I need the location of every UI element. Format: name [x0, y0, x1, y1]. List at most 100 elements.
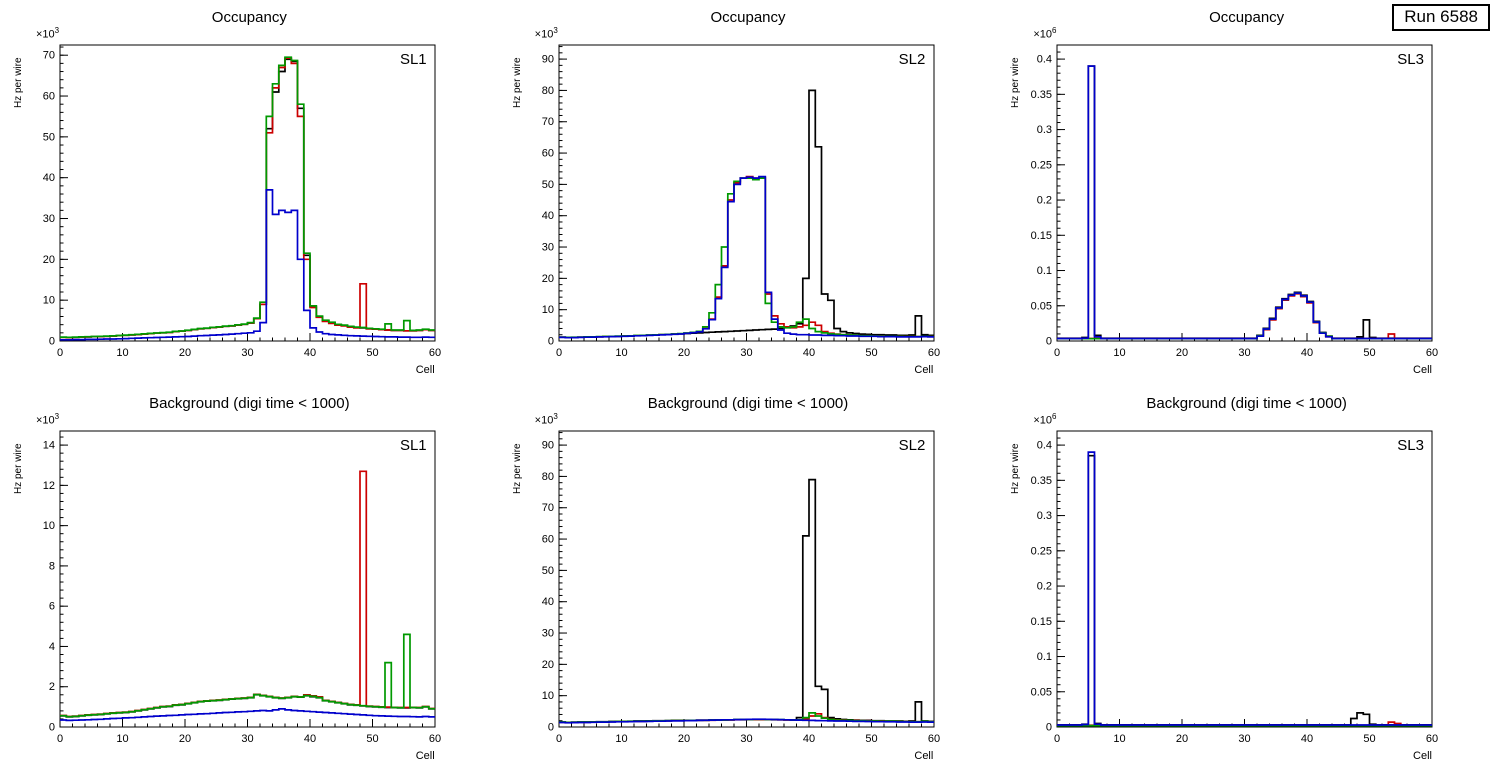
svg-text:0.25: 0.25 — [1031, 545, 1052, 557]
y-axis-exponent: ×103 — [535, 26, 558, 41]
svg-text:60: 60 — [541, 148, 553, 160]
x-axis-title: Cell — [914, 750, 934, 762]
svg-text:40: 40 — [1301, 733, 1313, 745]
exponent-base: ×10 — [534, 28, 554, 41]
svg-text:30: 30 — [241, 733, 253, 745]
svg-text:60: 60 — [541, 534, 553, 546]
svg-text:80: 80 — [541, 85, 553, 97]
exponent-power: 3 — [553, 26, 558, 35]
exponent-power: 6 — [1052, 26, 1057, 35]
exponent-power: 6 — [1052, 412, 1057, 421]
svg-text:0.1: 0.1 — [1037, 265, 1052, 277]
svg-text:50: 50 — [43, 131, 55, 143]
svg-text:0.2: 0.2 — [1037, 581, 1052, 593]
histogram-plot: 0 10 20 30 40 50 60 70 0 10 20 30 40 50 60 — [43, 44, 441, 359]
svg-text:60: 60 — [1426, 347, 1438, 359]
exponent-base: ×10 — [36, 414, 55, 427]
chart-title: Background (digi time < 1000) — [1146, 395, 1347, 412]
y-axis-exponent: ×103 — [535, 412, 558, 427]
svg-text:0.15: 0.15 — [1031, 616, 1052, 628]
svg-text:0: 0 — [1046, 722, 1052, 734]
svg-text:40: 40 — [541, 596, 553, 608]
svg-text:8: 8 — [49, 560, 55, 572]
svg-text:20: 20 — [678, 347, 690, 359]
svg-text:10: 10 — [43, 295, 55, 307]
exponent-base: ×10 — [1033, 414, 1052, 427]
svg-text:0: 0 — [49, 722, 55, 734]
svg-text:0.05: 0.05 — [1031, 686, 1052, 698]
svg-text:60: 60 — [429, 733, 441, 745]
svg-text:50: 50 — [865, 733, 877, 745]
svg-text:40: 40 — [803, 347, 815, 359]
svg-text:40: 40 — [304, 733, 316, 745]
svg-text:60: 60 — [1426, 733, 1438, 745]
svg-text:30: 30 — [541, 242, 553, 254]
histogram-plot: 0 0.05 0.1 0.15 0.2 0.25 0.3 0.35 0.4 0 10 20 30 40 50… — [1031, 430, 1438, 745]
svg-text:60: 60 — [429, 347, 441, 359]
svg-text:0.05: 0.05 — [1031, 300, 1052, 312]
svg-text:40: 40 — [803, 733, 815, 745]
svg-text:30: 30 — [740, 733, 752, 745]
exponent-power: 3 — [553, 412, 558, 421]
exponent-base: ×10 — [36, 28, 55, 41]
svg-text:70: 70 — [541, 116, 553, 128]
svg-text:10: 10 — [116, 347, 128, 359]
svg-text:50: 50 — [541, 565, 553, 577]
histogram-plot: 0 2 4 6 8 10 12 14 0 10 20 30 40 50 60 — [43, 430, 441, 745]
panel-background-sl3: Background (digi time < 1000) ×106 Hz pe… — [997, 386, 1496, 772]
svg-text:50: 50 — [541, 179, 553, 191]
svg-text:0.1: 0.1 — [1037, 651, 1052, 663]
svg-text:60: 60 — [928, 347, 940, 359]
svg-text:0: 0 — [556, 733, 562, 745]
svg-text:20: 20 — [541, 659, 553, 671]
svg-text:90: 90 — [541, 440, 553, 452]
exponent-base: ×10 — [534, 414, 554, 427]
svg-text:0.35: 0.35 — [1031, 89, 1052, 101]
svg-text:50: 50 — [366, 733, 378, 745]
exponent-power: 3 — [54, 412, 60, 421]
superlayer-label: SL2 — [898, 51, 926, 68]
svg-text:60: 60 — [43, 91, 55, 103]
svg-text:40: 40 — [43, 172, 55, 184]
svg-text:90: 90 — [541, 54, 553, 66]
svg-text:30: 30 — [43, 213, 55, 225]
svg-text:6: 6 — [49, 601, 55, 613]
panel-occupancy-sl2: Occupancy ×103 Hz per wire SL2 Cell 0 10 2… — [499, 0, 998, 386]
svg-text:10: 10 — [1114, 347, 1126, 359]
histogram-plot: 0 0.05 0.1 0.15 0.2 0.25 0.3 0.35 0.4 0 10 20 30 40 50… — [1031, 44, 1438, 359]
svg-text:0: 0 — [1054, 733, 1060, 745]
svg-text:10: 10 — [541, 304, 553, 316]
chart-title: Occupancy — [710, 9, 786, 26]
svg-text:60: 60 — [928, 733, 940, 745]
svg-text:30: 30 — [1239, 733, 1251, 745]
y-axis-exponent: ×106 — [1033, 26, 1056, 41]
svg-text:40: 40 — [304, 347, 316, 359]
svg-text:70: 70 — [43, 50, 55, 62]
panel-occupancy-sl1: Occupancy ×103 Hz per wire SL1 Cell 0 10 2… — [0, 0, 499, 386]
svg-text:0.3: 0.3 — [1037, 510, 1052, 522]
svg-text:0.3: 0.3 — [1037, 124, 1052, 136]
svg-text:30: 30 — [740, 347, 752, 359]
svg-text:80: 80 — [541, 471, 553, 483]
svg-text:10: 10 — [615, 733, 627, 745]
svg-text:10: 10 — [541, 690, 553, 702]
panel-background-sl2: Background (digi time < 1000) ×103 Hz pe… — [499, 386, 998, 772]
svg-text:0.25: 0.25 — [1031, 159, 1052, 171]
svg-text:20: 20 — [179, 347, 191, 359]
svg-text:50: 50 — [1364, 733, 1376, 745]
svg-text:20: 20 — [1176, 733, 1188, 745]
svg-text:50: 50 — [366, 347, 378, 359]
svg-text:20: 20 — [678, 733, 690, 745]
svg-text:20: 20 — [541, 273, 553, 285]
histogram-plot: 0 10 20 30 40 50 60 70 80 90 0 10 20 30 40 50 60 — [541, 430, 940, 745]
svg-text:0: 0 — [556, 347, 562, 359]
histogram-plot: 0 10 20 30 40 50 60 70 80 90 0 10 20 30 40 50 60 — [541, 44, 940, 359]
x-axis-title: Cell — [914, 364, 934, 376]
superlayer-label: SL1 — [399, 51, 427, 68]
svg-text:10: 10 — [43, 520, 55, 532]
svg-text:4: 4 — [49, 641, 55, 653]
svg-text:20: 20 — [43, 254, 55, 266]
superlayer-label: SL3 — [1397, 51, 1424, 68]
svg-text:10: 10 — [116, 733, 128, 745]
